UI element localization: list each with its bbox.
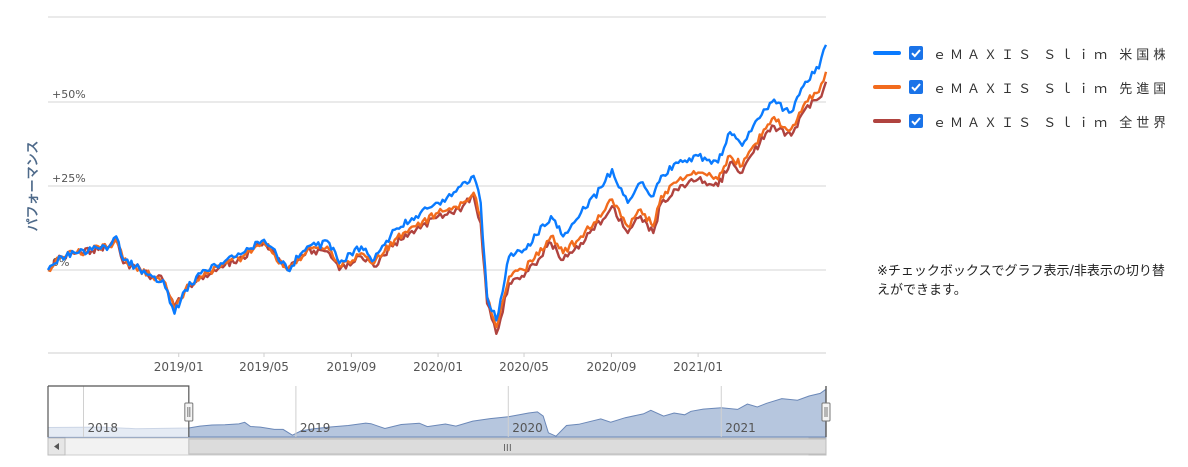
navigator-year-label: 2018 <box>87 421 118 435</box>
x-tick-label: 2019/09 <box>326 360 376 374</box>
series-layer <box>46 44 828 335</box>
navigator-mask <box>48 386 189 437</box>
navigator-left-handle[interactable] <box>184 402 194 422</box>
checkmark-icon <box>911 83 921 92</box>
navigator-year-label: 2020 <box>512 421 543 435</box>
legend-label: ｅＭＡＸＩＳ Ｓｌｉｍ 全世界株... <box>933 115 1165 131</box>
legend-swatch <box>873 51 901 55</box>
series-line <box>47 71 828 329</box>
y-axis-label: パフォーマンス <box>26 141 41 232</box>
legend-item[interactable]: ｅＭＡＸＩＳ Ｓｌｉｍ 先進国株... <box>873 70 1183 104</box>
series-line <box>47 81 828 335</box>
navigator-series <box>47 388 827 438</box>
x-tick-label: 2021/01 <box>673 360 723 374</box>
legend-item[interactable]: ｅＭＡＸＩＳ Ｓｌｉｍ 全世界株... <box>873 104 1183 138</box>
y-tick-labels: 0%+25%+50% <box>52 88 86 269</box>
legend-checkbox[interactable] <box>909 80 923 94</box>
x-tick-label: 2020/09 <box>586 360 636 374</box>
arrow-left-icon <box>54 443 59 450</box>
checkmark-icon <box>911 49 921 58</box>
legend-swatch <box>873 85 901 89</box>
scrollbar[interactable]: III <box>47 437 827 456</box>
x-tick-label: 2020/01 <box>413 360 463 374</box>
scrollbar-grip: III <box>503 443 512 454</box>
series-line <box>46 44 828 322</box>
legend-swatch <box>873 119 901 123</box>
x-tick-label: 2020/05 <box>499 360 549 374</box>
legend-label: ｅＭＡＸＩＳ Ｓｌｉｍ 先進国株... <box>933 81 1165 97</box>
legend: ｅＭＡＸＩＳ Ｓｌｉｍ 米国株式... ｅＭＡＸＩＳ Ｓｌｉｍ 先進国株... ｅＭ… <box>873 36 1183 138</box>
x-tick-label: 2019/05 <box>239 360 289 374</box>
legend-label: ｅＭＡＸＩＳ Ｓｌｉｍ 米国株式... <box>933 47 1165 63</box>
legend-item[interactable]: ｅＭＡＸＩＳ Ｓｌｉｍ 米国株式... <box>873 36 1183 70</box>
y-tick-label: +50% <box>52 88 86 101</box>
x-tick-label: 2019/01 <box>154 360 204 374</box>
navigator-year-label: 2019 <box>300 421 331 435</box>
legend-checkbox[interactable] <box>909 46 923 60</box>
grid-layer <box>48 16 826 354</box>
checkmark-icon <box>911 117 921 126</box>
navigator-right-handle[interactable] <box>821 402 831 422</box>
legend-checkbox[interactable] <box>909 114 923 128</box>
hint-note: ※チェックボックスでグラフ表示/非表示の切り替えができます。 <box>877 264 1165 298</box>
navigator-year-label: 2021 <box>725 421 756 435</box>
scrollbar-thumb[interactable] <box>188 438 827 455</box>
x-tick-labels: 2019/01 2019/05 2019/09 2020/01 2020/05 2020/… <box>154 353 723 374</box>
y-tick-label: +25% <box>52 172 86 185</box>
navigator[interactable]: 2018 2019 2020 2021 <box>47 385 831 438</box>
